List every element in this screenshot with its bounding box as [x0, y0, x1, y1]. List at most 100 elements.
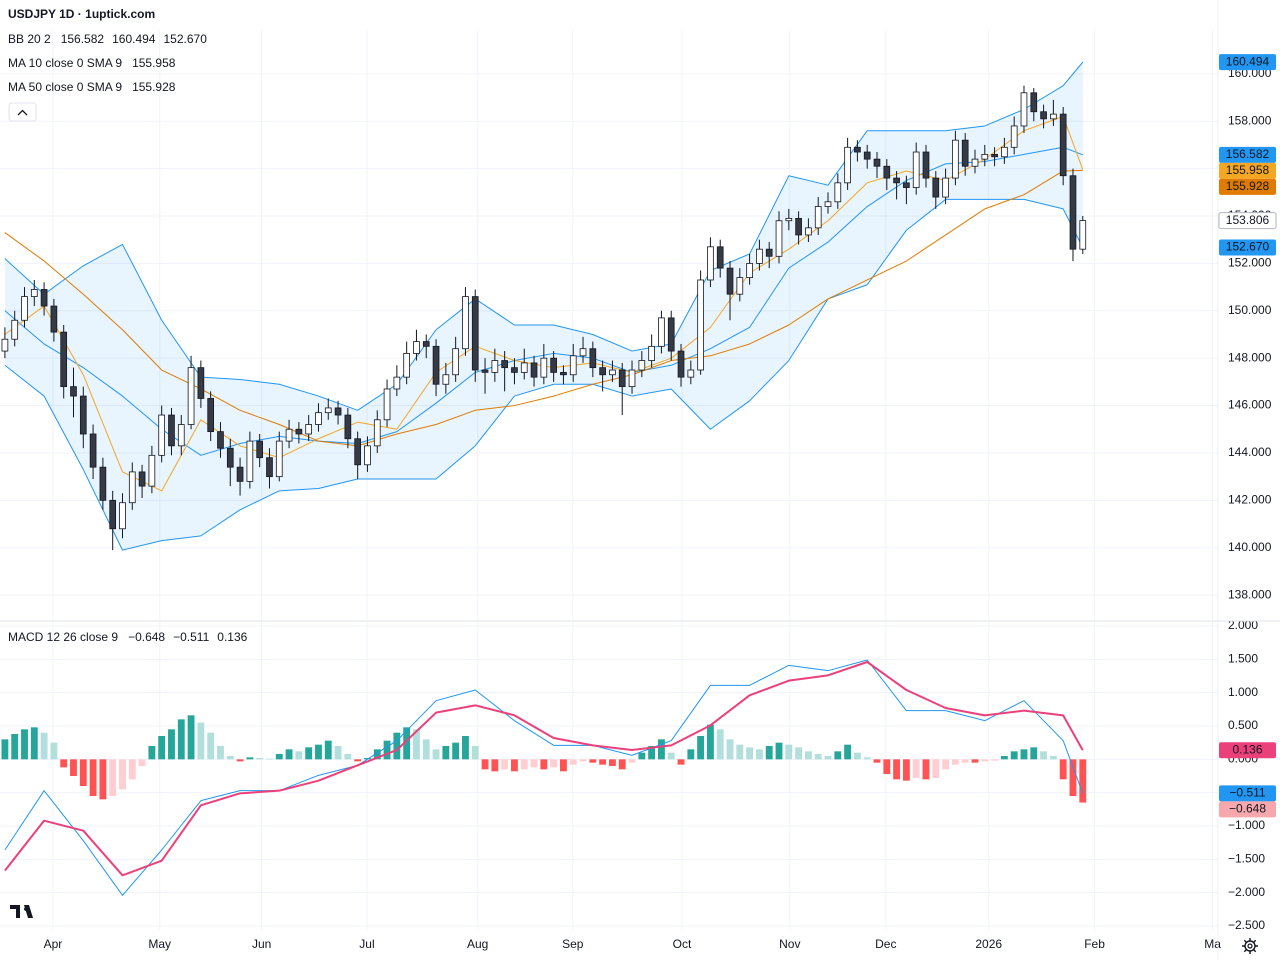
- histogram-bar: [413, 729, 420, 760]
- legend-value: 152.670: [163, 32, 207, 46]
- x-tick-label: Nov: [779, 937, 800, 951]
- histogram-bar: [442, 746, 450, 760]
- histogram-bar: [677, 759, 685, 765]
- candle-body: [177, 424, 185, 447]
- candle-body: [961, 139, 969, 167]
- gear-hub[interactable]: [1247, 943, 1253, 949]
- value-badge: [1219, 178, 1276, 195]
- legend-value: 160.494: [112, 32, 156, 46]
- histogram-bar: [638, 752, 646, 760]
- candle-body: [471, 296, 479, 371]
- histogram-bar: [236, 759, 244, 762]
- y-tick-label: 138.000: [1228, 587, 1272, 601]
- candle-body: [873, 158, 881, 167]
- histogram-bar: [148, 746, 156, 760]
- candle-body: [1020, 92, 1028, 127]
- candle-body: [658, 317, 665, 347]
- histogram-bar: [579, 759, 587, 762]
- histogram-bar: [462, 736, 469, 760]
- logo[interactable]: [10, 905, 33, 918]
- candle-body: [50, 305, 58, 333]
- histogram-bar: [511, 759, 518, 772]
- candle-body: [716, 246, 724, 269]
- histogram-bar: [550, 759, 558, 768]
- histogram-bar: [922, 759, 930, 780]
- histogram-bar: [853, 752, 861, 760]
- histogram-bar: [1000, 756, 1008, 760]
- gear-teeth[interactable]: [1242, 938, 1258, 954]
- candle-body: [128, 471, 136, 504]
- histogram-bar: [697, 736, 705, 760]
- candle-body: [138, 471, 146, 487]
- candle-body: [364, 445, 371, 466]
- candle-body: [119, 502, 126, 530]
- candle-body: [805, 227, 812, 236]
- histogram-bar: [1049, 756, 1057, 760]
- collapse-button-frame[interactable]: [8, 102, 37, 122]
- candle-body: [834, 182, 842, 203]
- histogram-bar: [795, 747, 803, 760]
- candle-body: [246, 440, 254, 482]
- histogram-bar: [981, 759, 989, 762]
- plot-layers: Apr May Jun Jul Aug Sep Oct Nov Dec 2026 Feb Ma 138.…: [0, 30, 1277, 951]
- candle-body: [275, 440, 283, 478]
- histogram-bar: [599, 759, 607, 765]
- legend-label: MA 50 close 0 SMA 9: [8, 80, 122, 94]
- histogram-bar: [961, 759, 969, 763]
- candle-body: [1069, 175, 1077, 250]
- histogram-bar: [354, 759, 362, 762]
- candle-body: [765, 248, 773, 257]
- legend-value: 0.136: [217, 630, 247, 644]
- histogram-bar: [530, 759, 538, 768]
- histogram-bar: [128, 759, 136, 780]
- histogram-bar: [628, 759, 636, 763]
- histogram-bar: [667, 752, 675, 760]
- x-tick-label: Aug: [467, 937, 488, 951]
- candle-body: [814, 206, 822, 229]
- candle-body: [579, 348, 587, 357]
- histogram-bar: [589, 759, 597, 763]
- value-badge: [1218, 212, 1277, 230]
- candle-body: [491, 360, 499, 373]
- histogram-bar: [491, 759, 499, 772]
- candle-body: [707, 246, 714, 281]
- logo-mark[interactable]: [10, 905, 33, 918]
- histogram-bar: [824, 756, 832, 760]
- candle-body: [187, 367, 195, 425]
- histogram-bar: [432, 749, 440, 760]
- y-tick-label: 146.000: [1228, 398, 1272, 412]
- settings-icon[interactable]: [1242, 938, 1258, 954]
- candle-body: [824, 201, 832, 207]
- collapse-chevron[interactable]: [17, 109, 28, 116]
- candle-body: [226, 447, 234, 468]
- candle-body: [403, 353, 410, 378]
- histogram-bar: [1069, 759, 1077, 796]
- histogram-bar: [79, 759, 87, 786]
- histogram-bar: [971, 759, 979, 763]
- candle-body: [599, 367, 606, 376]
- candle-body: [452, 348, 459, 376]
- candle-body: [609, 369, 616, 376]
- value-badge-label: 155.958: [1226, 163, 1270, 177]
- histogram-bar: [765, 746, 773, 760]
- histogram-bar: [21, 729, 28, 760]
- histogram-bar: [804, 751, 812, 760]
- y-tick-label: 158.000: [1228, 113, 1272, 127]
- candle-body: [697, 279, 704, 371]
- collapse-button[interactable]: [8, 102, 37, 122]
- y-tick-label: −1.000: [1228, 818, 1265, 832]
- x-tick-label: Jul: [359, 937, 374, 951]
- candle-body: [511, 367, 518, 373]
- candle-body: [687, 369, 695, 378]
- candle-body: [40, 289, 48, 307]
- candle-body: [413, 341, 420, 354]
- candle-body: [952, 139, 959, 179]
- candle-body: [295, 428, 303, 435]
- value-badge-label: −0.511: [1229, 786, 1265, 800]
- x-tick-label: Ma: [1204, 937, 1221, 951]
- histogram-bar: [648, 746, 656, 760]
- candle-body: [109, 499, 117, 530]
- histogram-bar: [393, 732, 401, 760]
- candle-body: [334, 407, 342, 416]
